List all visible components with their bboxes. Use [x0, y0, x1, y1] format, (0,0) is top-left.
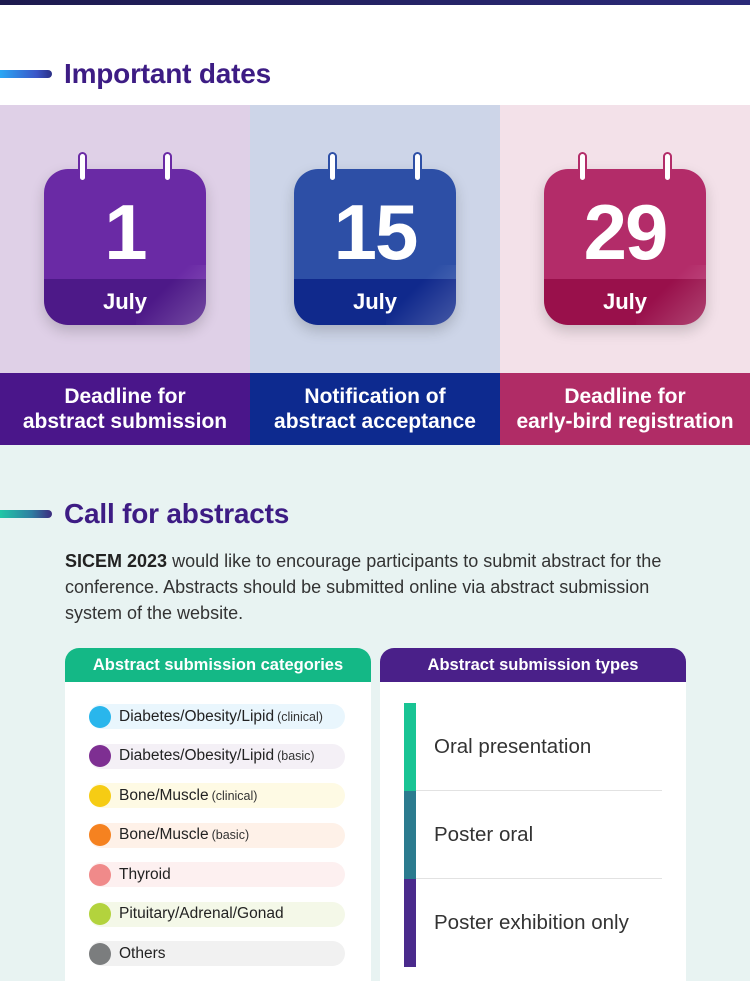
category-item: Others: [89, 941, 345, 966]
call-for-abstracts-intro: SICEM 2023 would like to encourage parti…: [65, 548, 695, 626]
category-label: Diabetes/Obesity/Lipid: [119, 707, 275, 725]
date-caption-line2: abstract acceptance: [274, 410, 476, 433]
category-label: Others: [119, 944, 166, 962]
categories-panel: Abstract submission categories Diabetes/…: [65, 648, 371, 981]
calendar-day: 1: [104, 188, 147, 276]
date-caption-line2: early-bird registration: [516, 410, 734, 433]
top-accent-bar: [0, 0, 750, 5]
category-list: Diabetes/Obesity/Lipid (clinical) Diabete…: [89, 704, 345, 981]
type-label: Oral presentation: [434, 735, 592, 758]
date-caption: Deadline for early-bird registration: [500, 373, 750, 445]
calendar-day: 29: [583, 188, 669, 276]
category-sublabel: (clinical): [277, 709, 323, 724]
category-item: Pituitary/Adrenal/Gonad: [89, 901, 345, 927]
category-item: Diabetes/Obesity/Lipid (basic): [89, 743, 345, 769]
types-panel: Abstract submission types Oral presentat…: [380, 648, 686, 981]
category-item: Bone/Muscle (basic): [89, 822, 345, 848]
section-accent-dash: [0, 70, 52, 78]
calendar-month: July: [44, 279, 206, 325]
category-sublabel: (basic): [277, 749, 315, 763]
date-caption-line1: Deadline for: [564, 385, 686, 408]
category-sublabel: (basic): [211, 828, 250, 842]
calendar-ring-icon: [578, 152, 587, 182]
category-label: Thyroid: [119, 865, 171, 883]
calendar-icon: July 1: [44, 169, 206, 325]
calendar-top: [294, 169, 456, 279]
calendar-top: [44, 169, 206, 279]
date-caption-line1: Notification of: [304, 385, 446, 408]
type-label: Poster exhibition only: [434, 911, 629, 934]
category-label: Pituitary/Adrenal/Gonad: [119, 905, 284, 922]
calendar-month: July: [544, 279, 706, 325]
calendar-icon: July 15: [294, 169, 456, 325]
important-dates-row: July 1 Deadline for abstract submission …: [0, 105, 750, 445]
calendar-ring-icon: [413, 152, 422, 182]
intro-text: would like to encourage participants to …: [65, 551, 662, 623]
category-dot-icon: [89, 903, 111, 925]
call-for-abstracts-title: Call for abstracts: [64, 498, 290, 529]
calendar-icon: July 29: [544, 169, 706, 325]
important-dates-header: Important dates: [0, 58, 271, 90]
calendar-shine: [636, 265, 706, 325]
type-color-bar: [404, 879, 416, 967]
section-accent-dash: [0, 510, 52, 518]
call-for-abstracts-header: Call for abstracts: [0, 498, 289, 530]
category-item: Diabetes/Obesity/Lipid (clinical): [89, 704, 345, 729]
category-dot-icon: [89, 824, 111, 846]
calendar-ring-icon: [78, 152, 87, 182]
type-list: Oral presentation Poster oral Poster exh…: [404, 703, 662, 967]
category-sublabel: (clinical): [211, 788, 258, 803]
date-caption: Notification of abstract acceptance: [250, 373, 500, 445]
type-item: Poster exhibition only: [404, 879, 662, 967]
category-dot-icon: [89, 705, 111, 728]
calendar-ring-icon: [663, 152, 672, 182]
calendar-day: 15: [333, 188, 419, 276]
type-item: Oral presentation: [404, 703, 662, 791]
calendar-top: [544, 169, 706, 279]
calendar-month: July: [294, 279, 456, 325]
date-caption-line1: Deadline for: [64, 385, 186, 408]
categories-panel-title: Abstract submission categories: [65, 648, 371, 682]
type-divider: [416, 790, 662, 791]
date-card-1: July 1 Deadline for abstract submission: [0, 105, 250, 445]
date-caption-line2: abstract submission: [22, 410, 228, 433]
date-card-3: July 29 Deadline for early-bird registra…: [500, 105, 750, 445]
types-panel-title: Abstract submission types: [380, 648, 686, 682]
category-dot-icon: [89, 784, 111, 807]
important-dates-title: Important dates: [64, 58, 272, 89]
category-dot-icon: [89, 942, 111, 965]
type-item: Poster oral: [404, 791, 662, 879]
category-dot-icon: [89, 745, 111, 767]
category-item: Bone/Muscle (clinical): [89, 783, 345, 808]
intro-bold-name: SICEM 2023: [65, 551, 168, 571]
category-dot-icon: [89, 863, 111, 886]
type-divider: [416, 878, 662, 879]
type-color-bar: [404, 791, 416, 879]
category-item: Thyroid: [89, 862, 345, 887]
calendar-shine: [136, 265, 206, 325]
type-label: Poster oral: [434, 823, 534, 846]
calendar-ring-icon: [328, 152, 337, 182]
calendar-shine: [386, 265, 456, 325]
calendar-ring-icon: [163, 152, 172, 182]
category-label: Diabetes/Obesity/Lipid: [119, 747, 275, 764]
date-caption: Deadline for abstract submission: [0, 373, 250, 445]
category-label: Bone/Muscle: [119, 826, 209, 843]
type-color-bar: [404, 703, 416, 791]
category-label: Bone/Muscle: [119, 786, 209, 804]
date-card-2: July 15 Notification of abstract accepta…: [250, 105, 500, 445]
